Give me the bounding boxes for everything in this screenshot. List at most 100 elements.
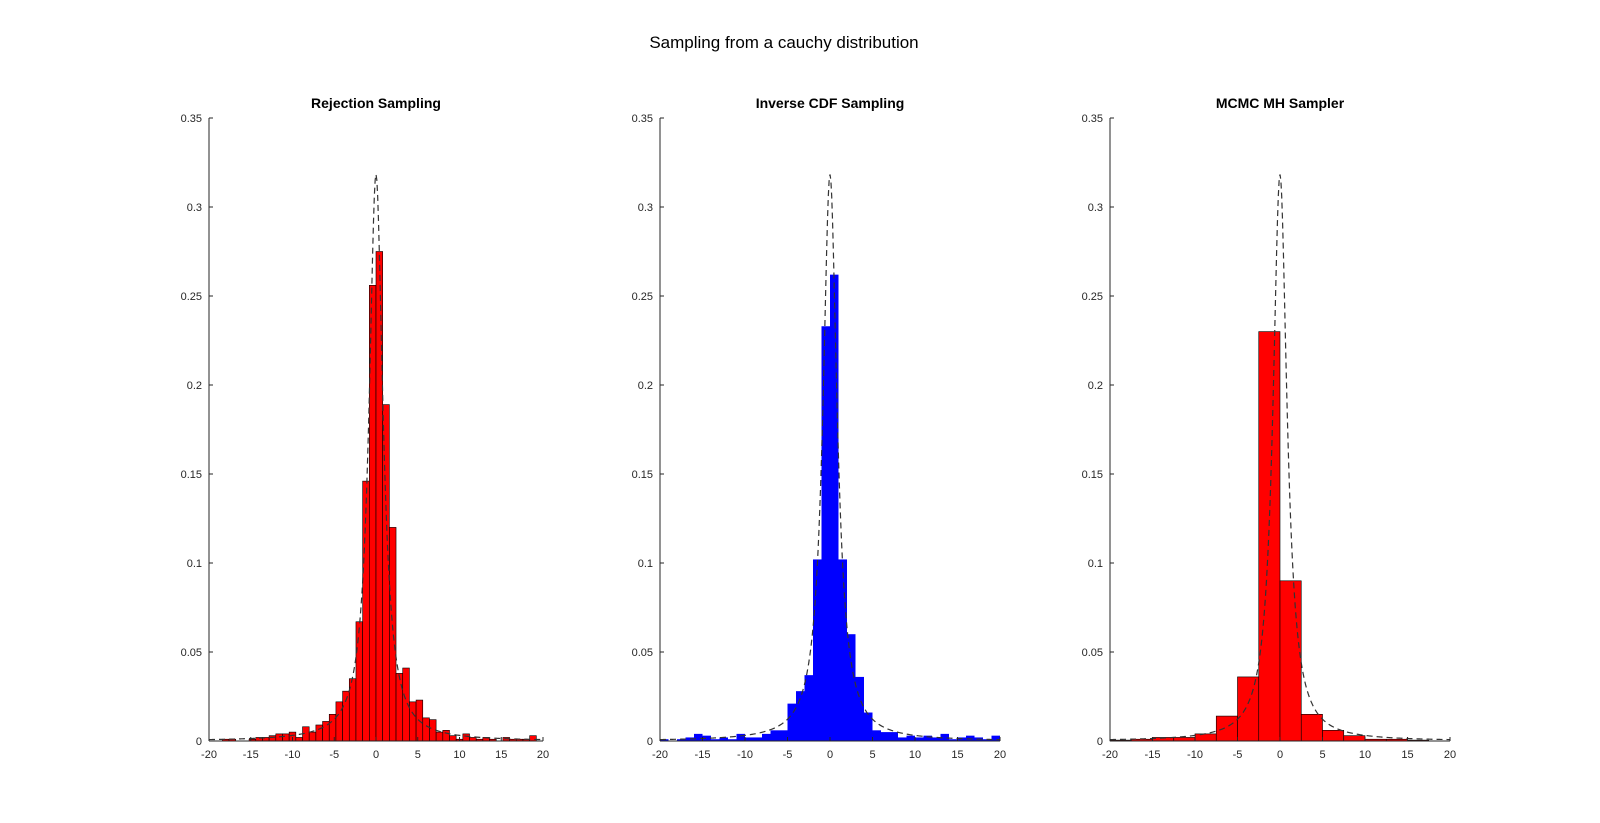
subplot-title: Rejection Sampling: [311, 95, 441, 111]
histogram-bar: [932, 737, 941, 741]
histogram-bar: [282, 733, 290, 742]
subplot-2: -20 -15 -10 -5 0 5 10 15 20 0 0.05 0.1 0.15 0.2 0.25 0.…: [632, 95, 1007, 761]
histogram-bar: [983, 739, 992, 741]
x-tick-label: -15: [695, 749, 711, 761]
cauchy-pdf-curve: [659, 174, 1001, 741]
x-tick-label: 0: [373, 749, 379, 761]
histogram-bar: [469, 737, 477, 742]
y-tick-label: 0.2: [187, 380, 202, 392]
x-tick-label: 5: [869, 749, 875, 761]
y-tick-label: 0.05: [632, 647, 653, 659]
histogram-bar: [449, 735, 457, 742]
x-tick-label: -15: [1145, 749, 1161, 761]
y-tick-label: 0.1: [187, 558, 202, 570]
histogram-bar: [821, 326, 830, 741]
histogram-bar: [762, 733, 771, 741]
histogram-bar: [847, 634, 856, 741]
subplot-title: MCMC MH Sampler: [1216, 95, 1345, 111]
y-tick-label: 0.15: [632, 469, 653, 481]
y-tick-label: 0.2: [1088, 380, 1103, 392]
y-tick-label: 0.15: [181, 469, 202, 481]
histogram-bar: [906, 735, 915, 741]
histogram-bar: [745, 737, 754, 741]
histogram-bar: [1194, 733, 1217, 742]
figure-suptitle: Sampling from a cauchy distribution: [649, 33, 918, 52]
y-tick-label: 0.15: [1082, 469, 1103, 481]
histogram-bar: [838, 559, 847, 741]
histogram-bar: [728, 739, 737, 741]
histogram-bar: [1215, 715, 1238, 742]
histogram-bar: [711, 739, 720, 741]
histogram-bar: [736, 733, 745, 741]
histogram-bar: [770, 730, 779, 741]
y-tick-label: 0: [196, 736, 202, 748]
histogram-bar: [422, 717, 430, 742]
y-tick-label: 0: [647, 736, 653, 748]
histogram-bar: [275, 733, 283, 742]
histogram-bar: [753, 737, 762, 741]
x-tick-label: -15: [243, 749, 259, 761]
x-tick-label: 0: [1277, 749, 1283, 761]
y-tick-label: 0.25: [1082, 291, 1103, 303]
x-tick-label: 10: [909, 749, 921, 761]
histogram-bar: [355, 621, 363, 742]
histogram-bar: [949, 739, 958, 741]
y-tick-label: 0.1: [1088, 558, 1103, 570]
x-tick-label: 15: [495, 749, 507, 761]
histogram-bar: [991, 735, 1000, 741]
histogram-bar: [719, 737, 728, 741]
y-tick-label: 0: [1097, 736, 1103, 748]
y-tick-label: 0.2: [638, 380, 653, 392]
x-tick-label: 5: [415, 749, 421, 761]
x-tick-label: 20: [994, 749, 1006, 761]
y-tick-label: 0.35: [632, 113, 653, 125]
cauchy-pdf-curve: [1109, 174, 1451, 741]
histogram-bar: [335, 701, 343, 742]
histogram-bar: [1343, 735, 1366, 742]
histogram-bar: [435, 731, 444, 742]
histogram-bar: [295, 737, 303, 742]
histogram-bar: [830, 274, 839, 741]
histogram-bar: [796, 691, 805, 741]
histogram-bar: [898, 737, 907, 741]
x-tick-label: -10: [285, 749, 301, 761]
subplot-1: -20 -15 -10 -5 0 5 10 15 20 0 0.05 0.1 0.15 0.2 0.25 0.…: [181, 95, 550, 761]
histogram-bar: [409, 701, 417, 742]
histogram-bar: [268, 735, 277, 742]
subplot-3: -20 -15 -10 -5 0 5 10 15 20 0 0.05 0.1 0.15 0.2 0.25 0.…: [1082, 95, 1457, 761]
x-tick-label: 0: [827, 749, 833, 761]
histogram-bar: [787, 703, 796, 741]
histogram-bar: [804, 675, 813, 741]
x-tick-label: -5: [783, 749, 793, 761]
histogram-bar: [779, 730, 788, 741]
histogram-bar: [864, 712, 873, 741]
cauchy-pdf-curve: [208, 174, 544, 741]
x-tick-label: 15: [1401, 749, 1413, 761]
y-tick-label: 0.05: [181, 647, 202, 659]
histogram-bar: [462, 733, 470, 742]
histogram-bar: [1300, 713, 1323, 742]
histogram-bar: [1279, 580, 1302, 742]
histogram-bar: [855, 676, 864, 741]
histogram-bar: [923, 735, 932, 741]
y-tick-label: 0.25: [632, 291, 653, 303]
histogram-bar: [685, 737, 694, 741]
histogram-bar: [813, 559, 822, 741]
histogram-bar: [369, 285, 377, 742]
histogram-bar: [389, 527, 397, 742]
y-tick-label: 0.3: [638, 202, 653, 214]
y-tick-label: 0.3: [187, 202, 202, 214]
y-tick-label: 0.3: [1088, 202, 1103, 214]
histogram-bar: [694, 733, 703, 741]
x-tick-label: -20: [201, 749, 217, 761]
histogram-bar: [940, 733, 949, 741]
histogram-bar: [308, 731, 317, 742]
histogram-bar: [889, 732, 898, 741]
x-tick-label: 15: [951, 749, 963, 761]
histogram-bar: [1173, 737, 1196, 742]
histogram-bar: [529, 735, 537, 742]
histogram-bar: [1237, 676, 1260, 742]
histogram-bar: [702, 735, 711, 741]
x-tick-label: -10: [1187, 749, 1203, 761]
